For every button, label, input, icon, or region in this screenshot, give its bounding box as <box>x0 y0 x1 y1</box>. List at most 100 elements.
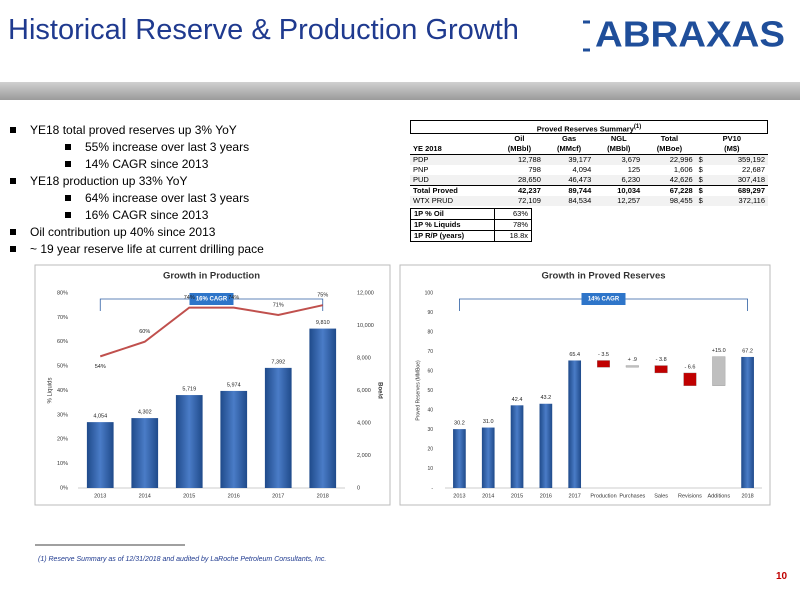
bullet-text: YE18 production up 33% YoY <box>30 174 188 188</box>
table-cell: 307,418 <box>737 175 765 184</box>
x-tick-label: 2015 <box>183 493 195 499</box>
row-label: PUD <box>413 175 429 184</box>
data-label: 74% <box>228 295 239 301</box>
data-label: 7,392 <box>271 359 285 365</box>
bar <box>131 418 159 488</box>
x-tick-label: 2013 <box>453 493 465 499</box>
y-axis-label: Proved Reserves (MMBoe) <box>415 360 421 421</box>
currency: $ <box>698 175 703 184</box>
x-tick-label: Revisions <box>678 493 702 499</box>
table-cell: 42,237 <box>517 186 541 195</box>
x-tick-label: Production <box>590 493 616 499</box>
summary-row: 1P % Oil 63% <box>410 208 533 220</box>
data-label: 9,810 <box>316 320 330 326</box>
header-cell: (MBbl) <box>607 144 631 153</box>
bullet-text: YE18 total proved reserves up 3% YoY <box>30 123 237 137</box>
data-label: 75% <box>317 293 328 299</box>
header-band <box>0 82 800 100</box>
bar <box>625 365 639 368</box>
reserves-table: Proved Reserves Summary(1) Oil Gas NGL Total… <box>410 120 768 242</box>
table-cell: 6,230 <box>621 175 641 184</box>
row-label: Total Proved <box>413 186 458 195</box>
y2-tick-label: 8,000 <box>357 355 371 361</box>
data-label: 4,054 <box>93 414 107 420</box>
bullet: 14% CAGR since 2013 <box>10 156 400 173</box>
summary-label: 1P R/P (years) <box>410 230 495 242</box>
table-cell: 89,744 <box>568 186 592 195</box>
table-cell: 46,473 <box>568 175 592 184</box>
currency: $ <box>698 196 703 205</box>
y2-tick-label: 12,000 <box>357 290 374 296</box>
line <box>99 304 323 358</box>
bar <box>510 405 524 488</box>
y-tick-label: 60% <box>57 339 68 345</box>
row-label: PNP <box>413 165 429 174</box>
x-tick-label: 2016 <box>540 493 552 499</box>
bullet: YE18 total proved reserves up 3% YoY <box>10 122 400 139</box>
table-cell: 125 <box>627 165 641 174</box>
summary-row: 1P R/P (years) 18.8x <box>410 230 533 242</box>
cagr-label: 14% CAGR <box>588 297 620 303</box>
table-title-note: (1) <box>633 124 642 130</box>
header-cell: Gas <box>561 134 577 143</box>
summary-label: 1P % Oil <box>410 208 495 220</box>
data-label: 67.2 <box>742 348 753 354</box>
data-label: 30.2 <box>454 421 465 427</box>
x-tick-label: 2014 <box>482 493 494 499</box>
table-row: PDP 12,788 39,177 3,679 22,996 $359,192 <box>410 154 768 165</box>
summary-label: 1P % Liquids <box>410 219 495 231</box>
chart-title: Growth in Proved Reserves <box>541 271 665 282</box>
bullet: 55% increase over last 3 years <box>10 139 400 156</box>
summary-table: 1P % Oil 63% 1P % Liquids 78% 1P R/P (years)… <box>410 208 533 242</box>
table-row: PUD 28,650 46,473 6,230 42,626 $307,418 <box>410 175 768 186</box>
y-tick-label: 50 <box>427 388 433 394</box>
bullet-text: 55% increase over last 3 years <box>85 140 250 154</box>
bullet-marker <box>10 127 16 133</box>
bar <box>220 390 248 488</box>
table-row: PNP 798 4,094 125 1,606 $22,687 <box>410 165 768 175</box>
y-tick-label: 10% <box>57 461 68 467</box>
y-tick-label: 70% <box>57 315 68 321</box>
data-label: - 3.5 <box>598 352 609 358</box>
bullet-marker <box>10 178 16 184</box>
bullet-marker <box>65 144 71 150</box>
header-cell: NGL <box>610 134 627 143</box>
table-cell: 3,679 <box>621 155 641 164</box>
table-cell: 4,094 <box>572 165 592 174</box>
x-tick-label: Purchases <box>619 493 645 499</box>
header-cell: Oil <box>514 134 525 143</box>
y-tick-label: 80 <box>427 329 433 335</box>
y2-tick-label: 2,000 <box>357 453 371 459</box>
data-label: 54% <box>95 364 106 370</box>
data-label: +15.0 <box>712 348 726 354</box>
bar <box>264 367 292 488</box>
data-label: 4,302 <box>138 410 152 416</box>
bullet-marker <box>65 161 71 167</box>
table-cell: 12,788 <box>517 155 541 164</box>
bullet: YE18 production up 33% YoY <box>10 173 400 190</box>
data-label: + .9 <box>628 357 637 363</box>
x-tick-label: 2014 <box>139 493 151 499</box>
bullet-marker <box>10 229 16 235</box>
slide-title: Historical Reserve & Production Growth <box>8 14 519 46</box>
y2-tick-label: 6,000 <box>357 388 371 394</box>
data-label: - 6.6 <box>684 364 695 370</box>
y-tick-label: 50% <box>57 364 68 370</box>
table-title: Proved Reserves Summary(1) <box>410 120 768 134</box>
summary-value: 78% <box>493 219 533 231</box>
x-tick-label: 2017 <box>569 493 581 499</box>
bar <box>597 360 610 368</box>
data-label: - 3.8 <box>656 357 667 363</box>
summary-value: 63% <box>493 208 533 220</box>
header-cell: (M$) <box>724 144 740 153</box>
x-tick-label: 2017 <box>272 493 284 499</box>
y2-axis-label: Boe/d <box>376 382 382 399</box>
table-cell: 359,192 <box>737 155 765 164</box>
data-label: 5,719 <box>182 387 196 393</box>
x-tick-label: 2013 <box>94 493 106 499</box>
x-tick-label: Sales <box>654 493 668 499</box>
logo: ABRAXAS <box>595 14 785 55</box>
y-tick-label: 30 <box>427 427 433 433</box>
y-tick-label: 40 <box>427 407 433 413</box>
y2-tick-label: 10,000 <box>357 323 374 329</box>
